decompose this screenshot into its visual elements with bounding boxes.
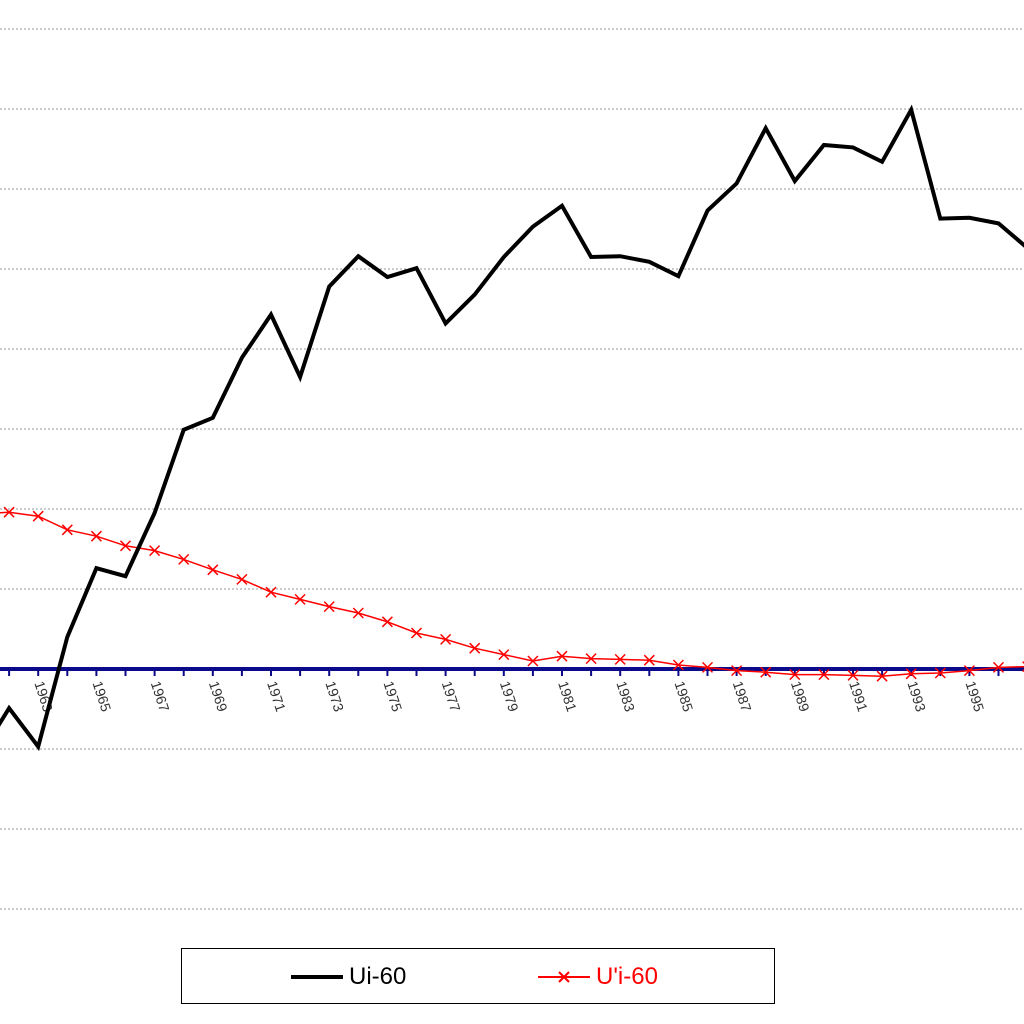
data-point-marker: [207, 564, 219, 576]
legend-item-ui-60: Ui-60: [289, 949, 406, 1005]
data-point-marker: [672, 659, 684, 671]
data-point-marker: [614, 653, 626, 665]
legend-label: U'i-60: [596, 963, 658, 990]
data-point-marker: [32, 510, 44, 522]
data-point-marker: [90, 530, 102, 542]
series-0: [0, 104, 1024, 752]
x-tick-label: 1993: [904, 679, 929, 714]
data-point-marker: [992, 661, 1005, 673]
data-point-marker: [410, 627, 423, 639]
data-point-marker: [3, 506, 15, 518]
data-point-marker: [905, 668, 917, 680]
data-point-marker: [381, 616, 393, 628]
data-point-marker: [731, 665, 743, 677]
data-point-marker: [323, 601, 335, 613]
data-point-marker: [440, 633, 452, 645]
data-point-marker: [149, 545, 161, 557]
x-tick-label: 1971: [264, 679, 289, 714]
data-point-marker: [119, 540, 132, 552]
x-tick-label: 1985: [672, 679, 697, 714]
data-point-marker: [760, 666, 772, 678]
x-tick-label: 1989: [788, 679, 813, 714]
data-point-marker: [352, 607, 364, 619]
legend-item-uprime-i-60: U'i-60: [536, 949, 658, 1005]
series-line: [0, 511, 1024, 677]
legend-swatch-red-x-line: [538, 971, 590, 983]
x-tick-label: 1975: [381, 679, 406, 714]
series-line: [0, 104, 1024, 752]
data-point-marker: [643, 654, 655, 666]
data-point-marker: [265, 586, 277, 598]
data-point-marker: [556, 650, 568, 662]
x-tick-label: 1967: [148, 679, 173, 714]
x-tick-label: 1991: [846, 679, 871, 714]
data-point-marker: [527, 655, 539, 667]
data-point-marker: [61, 524, 73, 536]
data-point-marker: [585, 653, 597, 665]
legend: Ui-60 U'i-60: [181, 948, 775, 1004]
x-tick-label: 1965: [90, 679, 115, 714]
x-tick-label: 1995: [963, 679, 988, 714]
data-point-marker: [876, 670, 888, 682]
data-point-marker: [294, 593, 306, 605]
x-tick-label: 1987: [730, 679, 755, 714]
legend-swatch-black-line: [291, 975, 343, 979]
data-point-marker: [934, 667, 946, 679]
data-point-marker: [178, 553, 190, 565]
x-tick-label: 1977: [439, 679, 464, 714]
data-point-marker: [818, 669, 830, 681]
x-tick-label: 1981: [555, 679, 580, 714]
x-tick-label: 1979: [497, 679, 522, 714]
data-point-marker: [789, 669, 801, 681]
data-point-marker: [498, 649, 510, 661]
data-point-marker: [469, 642, 481, 654]
x-tick-label: 1973: [322, 679, 347, 714]
x-tick-label: 1983: [613, 679, 638, 714]
data-point-marker: [847, 669, 859, 681]
legend-label: Ui-60: [349, 963, 407, 990]
series-1: [0, 506, 1024, 682]
gridlines: [0, 28, 1024, 910]
x-tick-label: 1969: [206, 679, 231, 714]
data-point-marker: [236, 573, 248, 585]
data-point-marker: [701, 661, 714, 673]
data-point-marker: [963, 665, 975, 677]
series-layer: [0, 104, 1024, 752]
